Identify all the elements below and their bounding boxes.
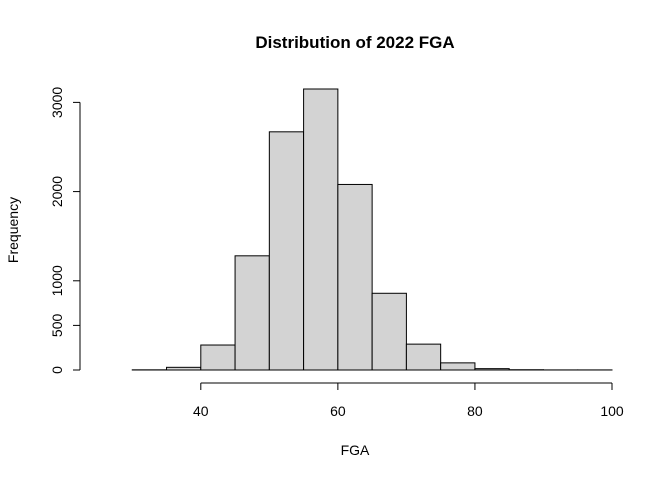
y-axis: 0 500 1000 2000 3000	[49, 87, 81, 374]
histogram-bar-7	[337, 183, 373, 371]
histogram-bar-4	[234, 255, 270, 371]
x-tick-label-0: 40	[193, 403, 209, 419]
y-tick-label-1: 500	[49, 314, 65, 338]
histogram-bar-11	[474, 368, 510, 371]
y-tick-label-4: 3000	[49, 87, 65, 118]
x-tick-label-1: 60	[330, 403, 346, 419]
histogram-bar-5	[268, 131, 305, 371]
histogram-bar-10	[440, 362, 476, 371]
y-tick-label-0: 0	[49, 366, 65, 374]
x-tick-label-3: 100	[600, 403, 624, 419]
histogram-bar-3	[200, 344, 236, 371]
histogram-bar-6	[303, 88, 339, 371]
histogram-bar-2	[166, 366, 202, 371]
y-tick-label-3: 2000	[49, 176, 65, 207]
histogram-bar-9	[405, 343, 442, 371]
histogram-bar-8	[371, 292, 407, 371]
histogram-bars	[131, 88, 613, 371]
chart-title: Distribution of 2022 FGA	[255, 33, 454, 52]
y-tick-label-2: 1000	[49, 265, 65, 296]
x-tick-label-2: 80	[467, 403, 483, 419]
x-axis-label: FGA	[341, 442, 370, 458]
x-axis: 40 60 80 100	[193, 382, 624, 419]
y-axis-label: Frequency	[5, 197, 21, 263]
